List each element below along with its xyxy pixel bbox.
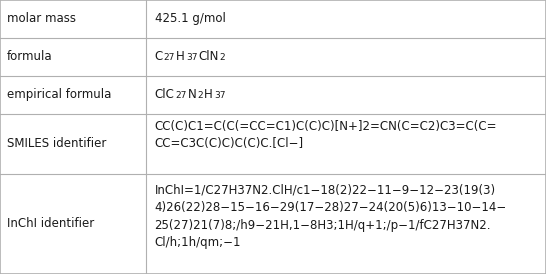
Text: ClC: ClC bbox=[155, 89, 174, 101]
Text: 27: 27 bbox=[164, 53, 175, 62]
Text: CC(C)C1=C(C(=CC=C1)C(C)C)[N+]2=CN(C=C2)C3=C(C=
CC=C3C(C)C)C(C)C.[Cl−]: CC(C)C1=C(C(=CC=C1)C(C)C)[N+]2=CN(C=C2)C… bbox=[155, 120, 497, 150]
Text: 37: 37 bbox=[186, 53, 198, 62]
Text: H: H bbox=[176, 50, 185, 64]
Text: SMILES identifier: SMILES identifier bbox=[7, 138, 106, 150]
Text: molar mass: molar mass bbox=[7, 13, 75, 25]
Text: empirical formula: empirical formula bbox=[7, 89, 111, 101]
Text: 37: 37 bbox=[214, 92, 225, 101]
Text: formula: formula bbox=[7, 50, 52, 64]
Text: 27: 27 bbox=[175, 92, 187, 101]
Text: C: C bbox=[155, 50, 163, 64]
Text: 425.1 g/mol: 425.1 g/mol bbox=[155, 13, 225, 25]
Text: InChI=1/C27H37N2.ClH/c1−18(2)22−11−9−12−23(19(3)
4)26(22)28−15−16−29(17−28)27−24: InChI=1/C27H37N2.ClH/c1−18(2)22−11−9−12−… bbox=[155, 184, 507, 250]
Text: ClN: ClN bbox=[198, 50, 219, 64]
Text: InChI identifier: InChI identifier bbox=[7, 218, 94, 230]
Text: 2: 2 bbox=[198, 92, 203, 101]
Text: H: H bbox=[204, 89, 213, 101]
Text: 2: 2 bbox=[220, 53, 225, 62]
Text: N: N bbox=[188, 89, 197, 101]
